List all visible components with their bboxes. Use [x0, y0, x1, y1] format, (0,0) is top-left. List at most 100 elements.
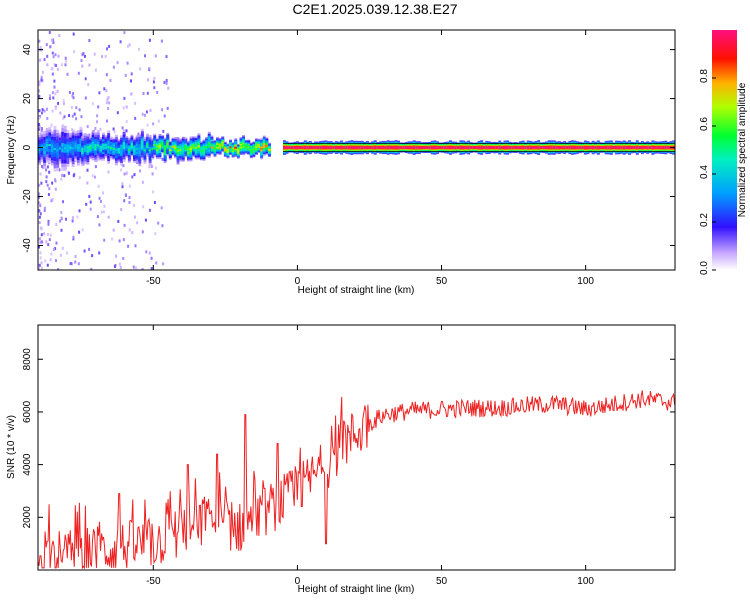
heatmap-band-cell — [223, 148, 227, 151]
heatmap-noise-cell — [90, 267, 93, 270]
heatmap-noise-cell — [72, 235, 75, 239]
heatmap-noise-cell — [48, 187, 51, 191]
heatmap-band-cell — [112, 147, 116, 150]
heatmap-band-cell — [459, 146, 463, 149]
heatmap-band-cell — [107, 146, 111, 149]
heatmap-noise-cell — [106, 47, 108, 51]
heatmap-band-cell — [487, 146, 491, 149]
spectrogram-panel: -50 0 50 100 -40 -20 0 20 40 Height of straight… — [6, 29, 676, 296]
heatmap-noise-cell — [131, 231, 134, 235]
heatmap-noise-cell — [78, 108, 81, 112]
heatmap-band-cell — [155, 147, 159, 150]
heatmap-band-cell — [303, 146, 307, 149]
heatmap-band-cell — [373, 146, 377, 149]
heatmap-noise-cell — [51, 72, 54, 76]
colorbar: 0.0 0.2 0.4 0.6 0.8 Normalized spectral ampl… — [699, 30, 748, 275]
heatmap-band-cell — [334, 146, 338, 149]
y-tick-label: 40 — [22, 44, 33, 56]
heatmap-noise-cell — [86, 125, 89, 128]
heatmap-band-cell — [324, 146, 328, 149]
heatmap-band-cell — [446, 146, 450, 149]
heatmap-noise-cell — [46, 63, 49, 67]
heatmap-noise-cell — [39, 212, 42, 216]
heatmap-noise-cell — [43, 209, 46, 213]
heatmap-band-cell — [257, 144, 261, 147]
heatmap-band-cell — [407, 146, 411, 149]
heatmap-band-cell — [218, 145, 222, 148]
heatmap-noise-cell — [58, 168, 61, 172]
heatmap-noise-cell — [116, 61, 119, 65]
heatmap-band-cell — [122, 144, 126, 147]
heatmap-noise-cell — [48, 238, 51, 242]
heatmap-band-cell — [506, 146, 509, 149]
heatmap-noise-cell — [107, 170, 110, 174]
heatmap-band-cell — [475, 146, 478, 149]
heatmap-noise-cell — [121, 126, 124, 130]
heatmap-band-cell — [591, 146, 595, 149]
heatmap-band-cell — [249, 149, 253, 152]
heatmap-noise-cell — [74, 255, 77, 258]
heatmap-noise-cell — [60, 177, 63, 181]
heatmap-band-cell — [358, 146, 362, 149]
heatmap-noise-cell — [167, 86, 170, 90]
heatmap-band-cell — [469, 146, 473, 149]
heatmap-band-cell — [234, 146, 238, 149]
colorbar-tick-label: 0.6 — [699, 117, 710, 131]
heatmap-band-cell — [563, 146, 567, 149]
spectrogram-heatmap — [38, 31, 675, 270]
heatmap-noise-cell — [123, 96, 126, 100]
heatmap-band-cell — [412, 146, 416, 149]
heatmap-noise-cell — [38, 193, 41, 197]
heatmap-noise-cell — [73, 50, 76, 54]
heatmap-band-cell — [298, 146, 302, 149]
heatmap-band-cell — [130, 144, 134, 147]
heatmap-noise-cell — [125, 120, 128, 123]
heatmap-noise-cell — [102, 191, 104, 195]
heatmap-band-cell — [247, 146, 251, 149]
heatmap-noise-cell — [46, 263, 49, 267]
heatmap-band-cell — [545, 146, 548, 149]
heatmap-noise-cell — [99, 127, 102, 131]
heatmap-band-cell — [133, 149, 136, 152]
heatmap-band-cell — [345, 146, 349, 149]
heatmap-noise-cell — [64, 56, 67, 60]
heatmap-noise-cell — [69, 262, 72, 265]
heatmap-band-cell — [643, 146, 647, 149]
heatmap-noise-cell — [63, 174, 66, 178]
heatmap-noise-cell — [145, 250, 148, 254]
heatmap-noise-cell — [45, 175, 48, 179]
heatmap-noise-cell — [65, 217, 67, 221]
heatmap-band-cell — [480, 146, 484, 149]
heatmap-noise-cell — [43, 232, 46, 236]
heatmap-band-cell — [285, 146, 289, 149]
heatmap-noise-cell — [126, 61, 129, 65]
heatmap-band-cell — [104, 145, 108, 148]
heatmap-noise-cell — [61, 246, 64, 250]
heatmap-noise-cell — [39, 45, 42, 49]
heatmap-noise-cell — [115, 254, 118, 258]
heatmap-band-cell — [558, 146, 561, 149]
heatmap-noise-cell — [38, 89, 40, 93]
heatmap-noise-cell — [60, 211, 63, 215]
heatmap-band-cell — [76, 146, 80, 149]
heatmap-band-cell — [148, 149, 152, 152]
heatmap-noise-cell — [105, 89, 108, 93]
heatmap-band-cell — [666, 146, 670, 149]
heatmap-band-cell — [308, 146, 312, 149]
heatmap-noise-cell — [77, 262, 80, 266]
heatmap-band-cell — [184, 146, 188, 149]
x-tick-label: 100 — [577, 576, 594, 587]
heatmap-noise-cell — [132, 265, 135, 269]
heatmap-noise-cell — [49, 94, 51, 98]
heatmap-noise-cell — [133, 204, 135, 207]
heatmap-noise-cell — [39, 58, 42, 62]
heatmap-band-cell — [244, 145, 248, 148]
heatmap-noise-cell — [72, 216, 74, 220]
heatmap-band-cell — [327, 146, 330, 149]
heatmap-band-cell — [265, 145, 269, 148]
heatmap-noise-cell — [165, 55, 168, 59]
heatmap-noise-cell — [139, 67, 142, 71]
heatmap-noise-cell — [116, 111, 119, 115]
heatmap-noise-cell — [48, 31, 51, 34]
heatmap-band-cell — [472, 146, 476, 149]
